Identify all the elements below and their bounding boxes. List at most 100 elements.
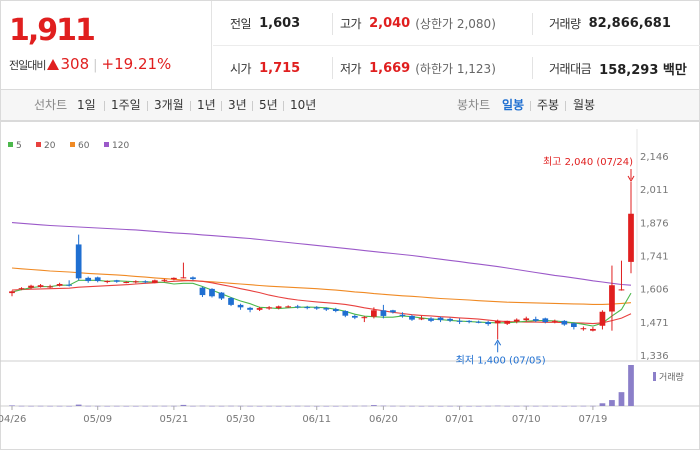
candle-body (75, 244, 82, 279)
volume-bar (323, 405, 330, 407)
min-price-label: 최저 1,400 (07/05) (456, 354, 546, 366)
candle-body (104, 281, 111, 283)
price-axis: 2,146 2,011 1,876 1,741 1,606 1,471 1,336 (640, 152, 669, 362)
volume-bar (113, 405, 120, 407)
y-tick-label: 1,741 (640, 252, 669, 263)
candle-body (256, 308, 263, 310)
candle-body (361, 317, 368, 319)
candle-body (180, 277, 187, 279)
volume-cell: 거래량 82,866,681 (549, 1, 671, 45)
candle-daily-button[interactable]: 일봉 (502, 98, 525, 112)
candle-body (485, 322, 492, 325)
candle-body (418, 318, 425, 320)
candle-body (447, 318, 453, 321)
divider (332, 13, 333, 35)
volume-bars: 거래량 (9, 365, 684, 407)
candle-body (609, 285, 615, 312)
candle-body (37, 285, 44, 287)
volume-value: 82,866,681 (588, 15, 671, 31)
x-tick-label: 05/21 (159, 414, 188, 425)
candle-body (294, 306, 301, 308)
current-price: 1,911 (9, 13, 96, 48)
candle-body (190, 277, 196, 280)
divider (530, 101, 531, 111)
candle-weekly-button[interactable]: 주봉 (537, 98, 560, 112)
lower-limit: (하한가 1,123) (415, 61, 496, 76)
y-tick-label: 1,876 (640, 218, 669, 229)
candlestick-chart[interactable]: 5 20 60 120 2,146 2,011 1,876 1,741 1,606 1,471 1… (0, 121, 700, 450)
volume-bar (56, 405, 63, 407)
candle-body (151, 280, 158, 283)
x-tick-label: 07/10 (512, 414, 541, 425)
volume-bar (542, 405, 549, 407)
volume-bar (256, 405, 263, 407)
x-tick-label: 06/11 (302, 414, 331, 425)
divider (221, 101, 222, 111)
x-tick-label: 07/19 (578, 414, 607, 425)
change-row: 전일대비 308 | +19.21% (9, 55, 171, 73)
high-value: 2,040 (369, 15, 411, 31)
candle-body (590, 328, 596, 331)
candle-body (532, 319, 539, 321)
period-3m-button[interactable]: 3개월 (154, 98, 184, 112)
volume-bar (580, 405, 587, 407)
volume-bar (399, 405, 406, 407)
volume-bar (332, 405, 339, 407)
date-axis: 04/26 05/09 05/21 05/30 06/11 06/20 07/01 07/10… (0, 406, 607, 425)
volume-bar (494, 405, 501, 407)
up-triangle-icon (47, 59, 60, 70)
candles (9, 182, 634, 340)
candle-body (599, 311, 606, 326)
candle-body (161, 279, 168, 281)
ma60-line (11, 267, 632, 305)
upper-limit: (상한가 2,080) (415, 16, 496, 31)
volume-bar (75, 404, 82, 406)
volume-bar (190, 405, 196, 407)
period-1d-button[interactable]: 1일 (77, 98, 96, 112)
candle-body (571, 323, 577, 327)
volume-bar (294, 405, 301, 407)
volume-bar (380, 405, 387, 407)
high-label: 고가 (340, 16, 362, 31)
volume-bar (161, 405, 168, 407)
volume-bar (104, 405, 111, 407)
candle-body (342, 311, 349, 316)
volume-bar (551, 405, 558, 407)
candle-body (228, 298, 234, 305)
volume-bar (504, 405, 511, 407)
volume-bar (437, 405, 444, 407)
period-3y-button[interactable]: 3년 (228, 98, 247, 112)
divider (565, 101, 566, 111)
period-5y-button[interactable]: 5년 (259, 98, 278, 112)
candle-body (247, 307, 253, 310)
candle-body (580, 328, 587, 330)
chart-toolbar: 선차트 1일 1주일 3개월 1년 3년 5년 10년 봉차트 일봉 주봉 월봉 (0, 89, 700, 121)
candle-body (304, 307, 311, 309)
candle-body (494, 320, 501, 324)
period-1y-button[interactable]: 1년 (197, 98, 216, 112)
candle-body (209, 288, 215, 297)
volume-bar (447, 405, 453, 407)
divider (532, 13, 533, 35)
candle-body (371, 310, 377, 317)
candle-body (47, 286, 53, 288)
candle-body (628, 213, 634, 262)
change-amount: 308 (60, 55, 90, 73)
volume-bar (466, 405, 472, 407)
high-cell: 고가 2,040 (상한가 2,080) (340, 1, 496, 45)
volume-bar (351, 405, 358, 407)
volume-bar (209, 405, 215, 407)
candle-body (504, 320, 511, 324)
period-10y-button[interactable]: 10년 (290, 98, 317, 112)
prev-close-label: 전일 (230, 16, 252, 31)
candle-body (542, 318, 549, 323)
line-chart-label: 선차트 (34, 98, 68, 112)
period-1w-button[interactable]: 1주일 (111, 98, 141, 112)
current-price-box: 1,911 전일대비 308 | +19.21% (1, 1, 212, 89)
legend-label-ma60: 60 (78, 141, 90, 151)
candle-monthly-button[interactable]: 월봉 (573, 98, 596, 112)
volume-bar (66, 405, 72, 407)
volume-label: 거래량 (549, 16, 581, 31)
legend-label-ma5: 5 (16, 141, 22, 151)
volume-bar (628, 365, 634, 406)
